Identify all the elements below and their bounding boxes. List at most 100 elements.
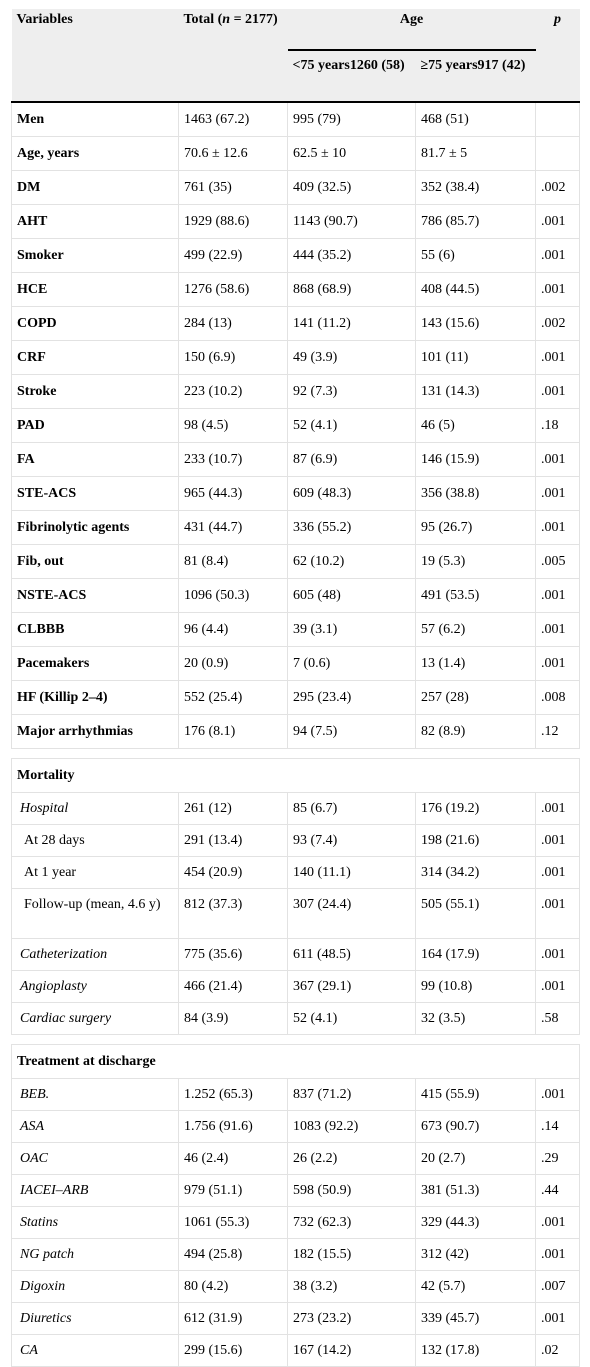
header-over75: ≥75 years917 (42) [415,50,536,103]
row-label: At 28 days [11,824,179,857]
cell-over75: 381 (51.3) [414,1174,537,1207]
cell-over75: 81.7 ± 5 [414,136,537,171]
cell-total: 431 (44.7) [178,510,288,545]
cell-p: .001 [535,824,581,857]
cell-over75: 491 (53.5) [414,578,537,613]
table-row: BEB. 1.252 (65.3) 837 (71.2) 415 (55.9) .001 [11,1078,581,1111]
header-p: p [535,9,580,103]
cell-p: .001 [535,970,581,1003]
cell-over75: 339 (45.7) [414,1302,537,1335]
cell-under75: 62.5 ± 10 [287,136,416,171]
cell-under75: 367 (29.1) [287,970,416,1003]
table-row: Cardiac surgery 84 (3.9) 52 (4.1) 32 (3.5).… [11,1002,581,1035]
cell-over75: 505 (55.1) [414,888,537,939]
table-row: Follow-up (mean, 4.6 y) 812 (37.3) 307 (24… [11,888,581,939]
table-row: COPD 284 (13) 141 (11.2) 143 (15.6) .002 [11,306,581,341]
cell-over75: 20 (2.7) [414,1142,537,1175]
table-row: AHT 1929 (88.6) 1143 (90.7) 786 (85.7) .001 [11,204,581,239]
row-label: STE-ACS [11,476,179,511]
cell-total: 1.756 (91.6) [178,1110,288,1143]
cell-under75: 52 (4.1) [287,1002,416,1035]
table-row: Statins 1061 (55.3) 732 (62.3) 329 (44.3) .0… [11,1206,581,1239]
row-label: BEB. [11,1078,179,1111]
cell-p: .005 [535,544,581,579]
cell-under75: 141 (11.2) [287,306,416,341]
cell-under75: 307 (24.4) [287,888,416,939]
cell-over75: 352 (38.4) [414,170,537,205]
cell-total: 466 (21.4) [178,970,288,1003]
cell-total: 291 (13.4) [178,824,288,857]
cell-p: .007 [535,1270,581,1303]
cell-p: .001 [535,340,581,375]
cell-p: .18 [535,408,581,443]
cell-over75: 468 (51) [414,101,537,137]
cell-over75: 95 (26.7) [414,510,537,545]
cell-p: .001 [535,442,581,477]
table-row: OAC 46 (2.4) 26 (2.2) 20 (2.7) .29 [11,1142,581,1175]
header-age: Age [287,9,536,51]
cell-total: 20 (0.9) [178,646,288,681]
cell-under75: 295 (23.4) [287,680,416,715]
cell-p: .02 [535,1334,581,1367]
row-label: CLBBB [11,612,179,647]
cell-total: 223 (10.2) [178,374,288,409]
data-table: Variables Total (n = 2177) Age p <75 yea… [10,9,581,1367]
cell-p: .008 [535,680,581,715]
header-under75: <75 years1260 (58) [287,50,416,103]
row-label: Stroke [11,374,179,409]
table-row: Fibrinolytic agents 431 (44.7) 336 (55.2) 9… [11,510,581,545]
cell-total: 552 (25.4) [178,680,288,715]
table-row: ASA 1.756 (91.6) 1083 (92.2) 673 (90.7) .14 [11,1110,581,1143]
cell-total: 494 (25.8) [178,1238,288,1271]
cell-under75: 94 (7.5) [287,714,416,749]
cell-total: 812 (37.3) [178,888,288,939]
row-label: Smoker [11,238,179,273]
cell-total: 775 (35.6) [178,938,288,971]
cell-over75: 82 (8.9) [414,714,537,749]
cell-under75: 62 (10.2) [287,544,416,579]
row-label: Angioplasty [11,970,179,1003]
cell-under75: 26 (2.2) [287,1142,416,1175]
cell-total: 46 (2.4) [178,1142,288,1175]
row-label: Follow-up (mean, 4.6 y) [11,888,179,939]
cell-over75: 329 (44.3) [414,1206,537,1239]
cell-p: .001 [535,1078,581,1111]
cell-under75: 182 (15.5) [287,1238,416,1271]
cell-p: .58 [535,1002,581,1035]
cell-total: 81 (8.4) [178,544,288,579]
cell-under75: 837 (71.2) [287,1078,416,1111]
row-label: Major arrhythmias [11,714,179,749]
row-label: OAC [11,1142,179,1175]
table-row: Digoxin 80 (4.2) 38 (3.2) 42 (5.7) .007 [11,1270,581,1303]
table-row: Diuretics 612 (31.9) 273 (23.2) 339 (45.7).… [11,1302,581,1335]
cell-p: .001 [535,938,581,971]
section-spacer [11,1034,580,1045]
cell-over75: 408 (44.5) [414,272,537,307]
row-label: NSTE-ACS [11,578,179,613]
cell-under75: 49 (3.9) [287,340,416,375]
header-variables: Variables [11,9,179,103]
cell-under75: 87 (6.9) [287,442,416,477]
cell-p: .001 [535,510,581,545]
row-label: Hospital [11,792,179,825]
section-title: Mortality [10,758,581,793]
cell-over75: 143 (15.6) [414,306,537,341]
cell-p: .001 [535,578,581,613]
cell-total: 499 (22.9) [178,238,288,273]
cell-over75: 101 (11) [414,340,537,375]
cell-over75: 673 (90.7) [414,1110,537,1143]
spacer-cell [11,748,580,759]
cell-p: .001 [535,1302,581,1335]
cell-over75: 786 (85.7) [414,204,537,239]
cell-over75: 132 (17.8) [414,1334,537,1367]
cell-p: .001 [535,888,581,939]
cell-under75: 92 (7.3) [287,374,416,409]
row-label: Fibrinolytic agents [11,510,179,545]
row-label: COPD [11,306,179,341]
cell-p: .12 [535,714,581,749]
table-row: Hospital 261 (12) 85 (6.7) 176 (19.2) .001 [11,792,581,825]
row-label: Catheterization [11,938,179,971]
cell-over75: 42 (5.7) [414,1270,537,1303]
table-row: Age, years 70.6 ± 12.6 62.5 ± 10 81.7 ± 5 [11,136,581,171]
cell-over75: 131 (14.3) [414,374,537,409]
